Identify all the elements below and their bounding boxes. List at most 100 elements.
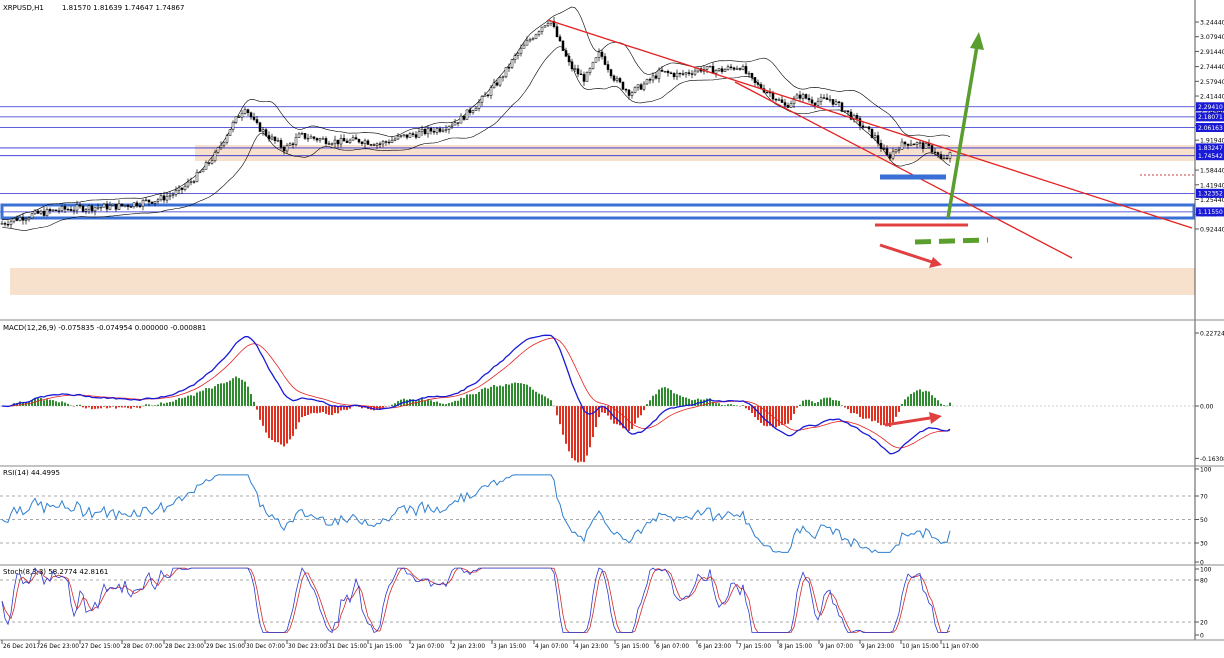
candle-body <box>222 141 226 146</box>
macd-hist-bar <box>529 386 531 406</box>
support-box <box>0 203 1196 220</box>
macd-hist-bar <box>661 387 663 406</box>
macd-hist-bar <box>64 402 66 406</box>
macd-hist-bar <box>664 387 666 406</box>
time-tick-label: 28 Dec 23:00 <box>165 644 204 650</box>
candle-body <box>810 99 814 104</box>
time-tick-label: 26 Dec 23:00 <box>40 644 79 650</box>
candle-body <box>753 77 757 83</box>
macd-hist-bar <box>745 406 747 409</box>
macd-hist-bar <box>322 406 324 412</box>
candle-body <box>732 67 736 70</box>
macd-hist-bar <box>247 386 249 406</box>
macd-tick-label: 0.227244 <box>1200 331 1224 338</box>
macd-hist-bar <box>646 404 648 406</box>
time-tick-label: 11 Jan 07:00 <box>942 644 979 650</box>
candle-body <box>447 126 451 130</box>
candle-body <box>555 26 559 38</box>
candle-body <box>270 136 274 140</box>
macd-hist-bar <box>121 406 123 408</box>
macd-hist-bar <box>514 382 516 406</box>
candle-body <box>543 25 547 28</box>
macd-hist-bar <box>649 400 651 406</box>
macd-hist-bar <box>682 396 684 406</box>
macd-hist-bar <box>616 406 618 425</box>
level-tag-label: 1.32352 <box>1198 191 1223 198</box>
candle-body <box>441 129 445 132</box>
macd-hist-bar <box>706 398 708 406</box>
candle-body <box>315 138 319 141</box>
macd-hist-bar <box>304 406 306 417</box>
macd-hist-bar <box>280 406 282 445</box>
macd-hist-bar <box>427 399 429 406</box>
macd-hist-bar <box>568 406 570 452</box>
candle-body <box>93 207 97 212</box>
candle-body <box>711 66 715 74</box>
candle-body <box>237 116 241 118</box>
macd-hist-bar <box>520 383 522 406</box>
candle-body <box>840 102 844 112</box>
macd-hist-bar <box>199 391 201 406</box>
candle-body <box>942 157 946 160</box>
macd-hist-bar <box>757 406 759 420</box>
price-tick-label: 2.91440 <box>1200 49 1224 56</box>
candle-body <box>402 134 406 136</box>
macd-hist-bar <box>670 389 672 406</box>
candle-body <box>873 135 877 138</box>
candle-body <box>324 138 328 144</box>
candle-body <box>936 152 940 155</box>
candle-body <box>435 128 439 133</box>
candle-body <box>693 70 697 75</box>
candle-body <box>921 142 925 149</box>
macd-hist-bar <box>877 406 879 423</box>
candle-body <box>717 68 721 71</box>
candle-body <box>573 68 577 70</box>
candle-body <box>945 157 949 160</box>
macd-hist-bar <box>949 402 951 406</box>
candle-body <box>690 73 694 75</box>
candle-body <box>858 118 862 127</box>
candle-body <box>159 195 163 201</box>
macd-hist-bar <box>493 384 495 406</box>
macd-hist-bar <box>790 406 792 421</box>
candle-body <box>399 135 403 137</box>
candle-body <box>687 72 691 74</box>
candle-body <box>915 142 919 145</box>
candle-body <box>57 210 61 212</box>
band-upper <box>1 6 951 221</box>
candle-body <box>864 126 868 128</box>
macd-hist-bar <box>640 406 642 416</box>
candle-body <box>234 116 238 123</box>
macd-hist-bar <box>343 406 345 410</box>
candle-body <box>675 72 679 78</box>
candle-body <box>279 140 283 148</box>
macd-hist-bar <box>268 406 270 439</box>
macd-hist-bar <box>19 401 21 406</box>
candle-body <box>795 94 799 99</box>
candle-body <box>438 128 442 132</box>
macd-hist-bar <box>502 386 504 406</box>
macd-label: MACD(12,26,9) -0.075835 -0.074954 0.0000… <box>3 324 206 332</box>
macd-hist-bar <box>913 392 915 406</box>
candle-body <box>102 203 106 208</box>
candle-body <box>726 66 730 70</box>
down-arrow-head <box>929 257 942 268</box>
macd-hist-bar <box>460 397 462 406</box>
candle-body <box>294 137 298 145</box>
candle-body <box>381 141 385 145</box>
target-dashed-line <box>914 237 989 245</box>
candle-body <box>123 205 127 207</box>
macd-divergence-arrow <box>884 416 931 427</box>
macd-hist-bar <box>463 398 465 406</box>
candle-body <box>834 101 838 105</box>
macd-hist-bar <box>295 406 297 430</box>
macd-hist-bar <box>487 388 489 406</box>
macd-hist-bar <box>373 406 375 411</box>
macd-hist-bar <box>844 406 846 408</box>
macd-hist-bar <box>163 403 165 406</box>
macd-hist-bar <box>106 406 108 409</box>
candle-body <box>450 124 454 127</box>
candle-body <box>930 145 934 153</box>
candle-body <box>723 69 727 72</box>
